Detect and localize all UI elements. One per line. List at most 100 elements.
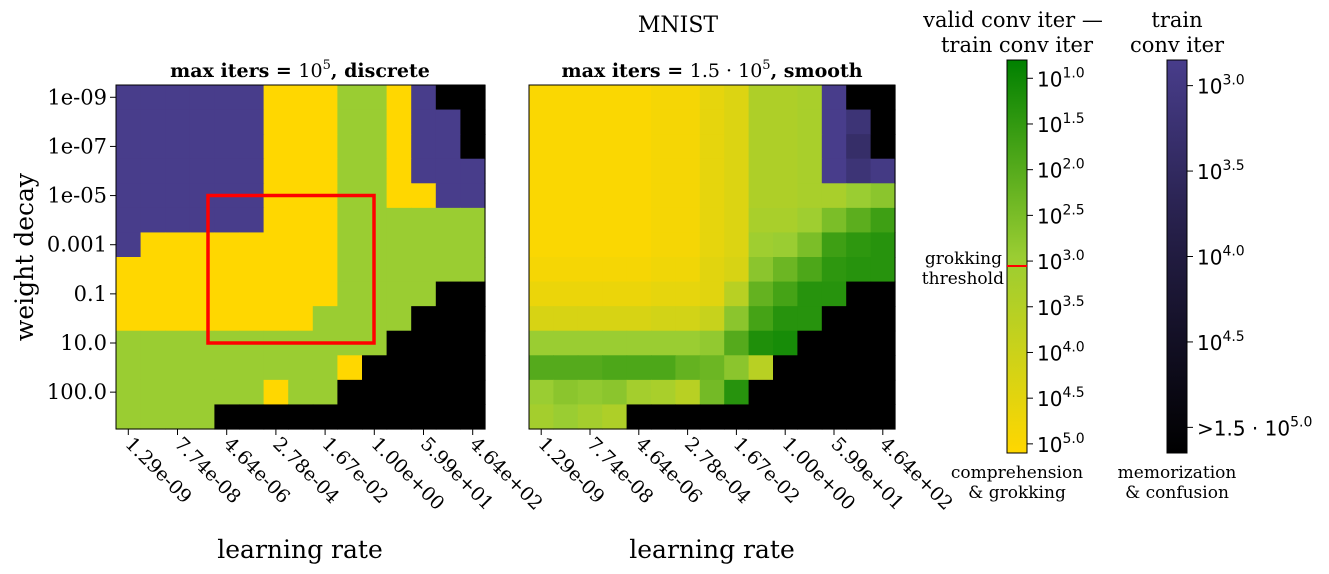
heatmap-cell [724,183,750,209]
heatmap-cell [288,404,314,430]
heatmap-cell [312,306,338,332]
heatmap-cell [386,355,412,381]
heatmap-cell [675,183,701,209]
heatmap-cell [386,257,412,283]
heatmap-cell [312,232,338,258]
heatmap-cell [362,134,388,160]
heatmap-cell [165,134,191,160]
heatmap-cell [773,330,798,356]
heatmap-cell [651,158,676,184]
heatmap-cell [724,109,750,135]
heatmap-discrete: max iters = 105, discrete 1e-091e-071e-0… [10,58,547,564]
heatmap-cell [797,109,823,135]
colorbar-tick-label: >1.5 · 105.0 [1197,414,1312,440]
heatmap-cell [870,232,896,258]
heatmap-cell [748,183,774,209]
heatmap-cell [288,134,314,160]
heatmap-cell [435,404,461,430]
heatmap-cell [821,158,847,184]
heatmap-cell [411,306,437,332]
heatmap-cell [411,404,437,430]
heatmap-cell [214,355,240,381]
heatmap-cell [386,134,412,160]
heatmap-cell [577,379,603,406]
heatmap-cell [821,281,847,307]
heatmap-cell [846,404,872,430]
heatmap-cell [797,306,823,332]
heatmap-cell [699,183,725,209]
heatmap-cell [140,207,166,234]
heatmap-cell [165,158,191,184]
heatmap-cell [602,379,628,406]
heatmap-cell [362,85,388,111]
heatmap-cell [748,379,774,406]
heatmap-cell [214,158,240,184]
heatmap-cell [116,257,142,283]
heatmap-cell [773,109,798,135]
heatmap-cell [870,109,896,135]
heatmap-cell [214,232,240,258]
heatmap-cell [529,232,554,258]
heatmap-cell [116,330,142,356]
heatmap-cell [116,404,142,430]
heatmap-cell [411,109,437,135]
heatmap-cell [577,207,603,234]
heatmap-cell [140,232,166,258]
heatmap-cell [626,207,652,234]
heatmap-smooth: max iters = 1.5 · 105, smooth 1.29e-097.… [528,58,957,564]
x-axis-ticks-left: 1.29e-097.74e-084.64e-062.78e-041.67e-02… [121,429,547,515]
heatmap-cell [189,306,215,332]
heatmap-cell [870,183,896,209]
heatmap-cell [553,232,579,258]
heatmap-cell [577,134,603,160]
heatmap-cell [602,85,628,111]
heatmap-cell [189,355,215,381]
heatmap-cell [337,355,363,381]
heatmap-cell [626,379,652,406]
heatmap-cell [821,355,847,381]
x-axis-label-left: learning rate [217,535,383,564]
heatmap-cell [651,257,676,283]
heatmap-cell [435,134,461,160]
heatmap-cell [529,306,554,332]
heatmap-cell [626,183,652,209]
heatmap-cell [602,306,628,332]
heatmap-cell [189,281,215,307]
heatmap-cell [288,379,314,406]
heatmap-cell [411,158,437,184]
heatmap-cell [699,109,725,135]
heatmap-cell [577,355,603,381]
heatmap-cell [577,183,603,209]
heatmap-cell [165,183,191,209]
heatmap-cell [116,355,142,381]
heatmap-cell [386,158,412,184]
heatmap-cell [312,281,338,307]
heatmap-cell [651,281,676,307]
colorbar-memorization-bottom-2: & confusion [1125,483,1229,503]
heatmap-cell [288,257,314,283]
heatmap-cell [553,355,579,381]
heatmap-cell [288,306,314,332]
colorbar-grokking-bottom-1: comprehension [951,463,1083,483]
heatmap-cell [435,330,461,356]
heatmap-cell [214,404,240,430]
heatmap-cell [846,232,872,258]
heatmap-cell [870,158,896,184]
heatmap-cell [263,281,289,307]
heatmap-cell [773,158,798,184]
heatmap-cell [577,232,603,258]
heatmap-cell [411,85,437,111]
heatmap-cell [626,281,652,307]
heatmap-cell [263,109,289,135]
colorbar-tick-label: 103.5 [1037,294,1085,320]
heatmap-cell [870,257,896,283]
heatmap-cell [189,85,215,111]
heatmap-cell [239,85,265,111]
heatmap-cell [386,281,412,307]
heatmap-cell [214,207,240,234]
heatmap-cell [724,379,750,406]
heatmap-cell [529,207,554,234]
heatmap-cell [362,404,388,430]
heatmap-cell [626,330,652,356]
heatmap-cell [386,379,412,406]
